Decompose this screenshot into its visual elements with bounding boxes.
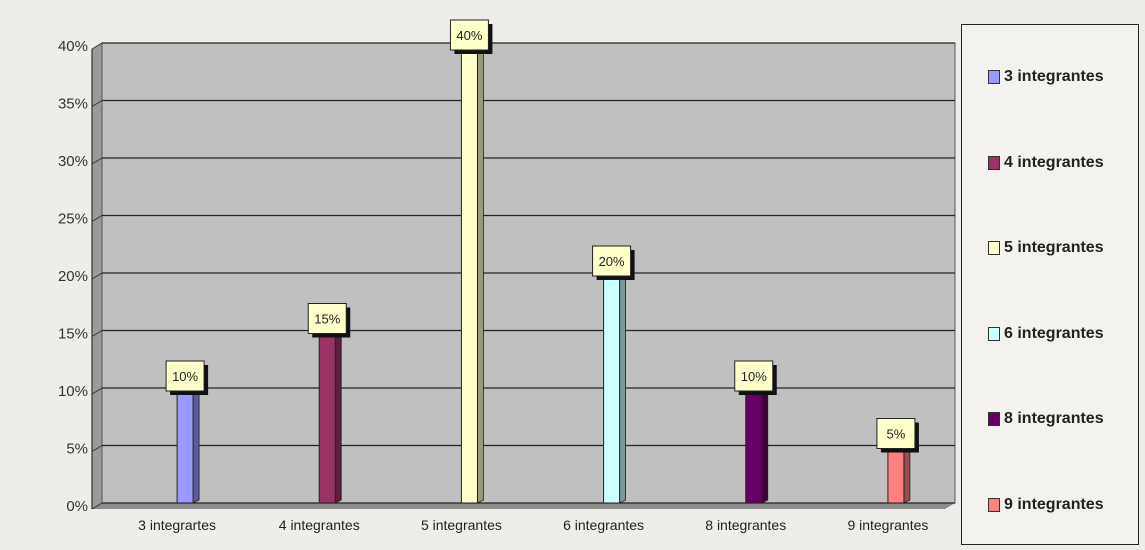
bar-side	[334, 326, 342, 504]
legend-label: 4 integrantes	[1004, 153, 1104, 171]
data-label-box	[592, 245, 632, 277]
legend-swatch	[988, 155, 1000, 170]
bar-side	[761, 384, 769, 504]
bar	[887, 445, 905, 504]
legend-item: 8 integrantes	[988, 407, 1104, 431]
legend-swatch	[988, 497, 1000, 512]
y-tick-label: 20%	[58, 268, 88, 285]
bar	[460, 42, 478, 504]
gridline-depth	[91, 502, 103, 510]
legend-label: 3 integrantes	[1004, 68, 1104, 85]
bar	[745, 387, 763, 504]
y-tick-label: 25%	[58, 211, 88, 228]
gridline-depth	[91, 157, 103, 165]
gridline-depth	[91, 100, 103, 107]
x-tick-label: 8 integrantes	[705, 517, 786, 533]
gridline-depth	[91, 330, 103, 337]
x-tick-label: 5 integrantes	[421, 517, 502, 533]
bar-side	[477, 39, 484, 504]
bar	[603, 272, 621, 504]
legend-item: 6 integrantes	[988, 322, 1104, 346]
gridline-depth	[91, 215, 103, 222]
data-label: 20%	[599, 254, 625, 269]
bar-side	[619, 269, 626, 504]
data-label: 40%	[456, 28, 482, 43]
y-tick-label: 40%	[58, 38, 88, 55]
data-label-box	[734, 360, 774, 392]
gridline-depth	[91, 387, 103, 395]
data-label: 10%	[741, 369, 767, 384]
gridline-depth	[91, 42, 103, 50]
gridline-depth	[91, 445, 103, 452]
y-tick-label: 15%	[58, 326, 88, 343]
bar-chart: 0% 5% 10% 15% 20% 25% 30% 35% 40% 10% 3 integrarte…	[58, 19, 956, 533]
legend-item: 4 integrantes	[988, 151, 1104, 175]
data-label-box	[449, 19, 489, 51]
x-tick-label: 6 integrantes	[563, 517, 644, 533]
data-label-box	[307, 303, 347, 334]
legend-swatch	[988, 70, 1000, 84]
data-label-box	[876, 418, 916, 449]
x-tick-label: 9 integrantes	[847, 517, 928, 533]
y-tick-label: 0%	[66, 498, 88, 515]
bar-side	[192, 384, 200, 504]
data-label: 10%	[172, 369, 198, 384]
bar	[176, 387, 194, 504]
legend-label: 6 integrantes	[1004, 324, 1104, 342]
legend-item: 3 integrantes	[988, 65, 1104, 89]
data-label-box	[165, 360, 205, 392]
gridline-depth	[91, 272, 103, 280]
legend-swatch	[988, 412, 1000, 426]
y-tick-label: 5%	[66, 441, 88, 458]
y-tick-label: 30%	[58, 153, 88, 170]
y-tick-label: 35%	[58, 96, 88, 113]
legend-item: 5 integrantes	[988, 236, 1104, 260]
data-label: 5%	[887, 427, 906, 442]
legend: 3 integrantes 4 integrantes 5 integrantes 6…	[961, 24, 1139, 545]
legend-swatch	[988, 241, 1000, 255]
legend-swatch	[988, 326, 1000, 341]
legend-label: 8 integrantes	[1004, 410, 1104, 427]
legend-label: 9 integrantes	[1004, 495, 1104, 513]
y-tick-label: 10%	[58, 383, 88, 400]
legend-item: 9 integrantes	[988, 493, 1104, 517]
legend-label: 5 integrantes	[1004, 239, 1104, 256]
data-label: 15%	[314, 312, 340, 327]
x-tick-label: 4 integrantes	[279, 517, 360, 533]
x-tick-label: 3 integrartes	[138, 517, 216, 533]
plot-floor	[92, 503, 955, 509]
bar	[318, 330, 336, 504]
